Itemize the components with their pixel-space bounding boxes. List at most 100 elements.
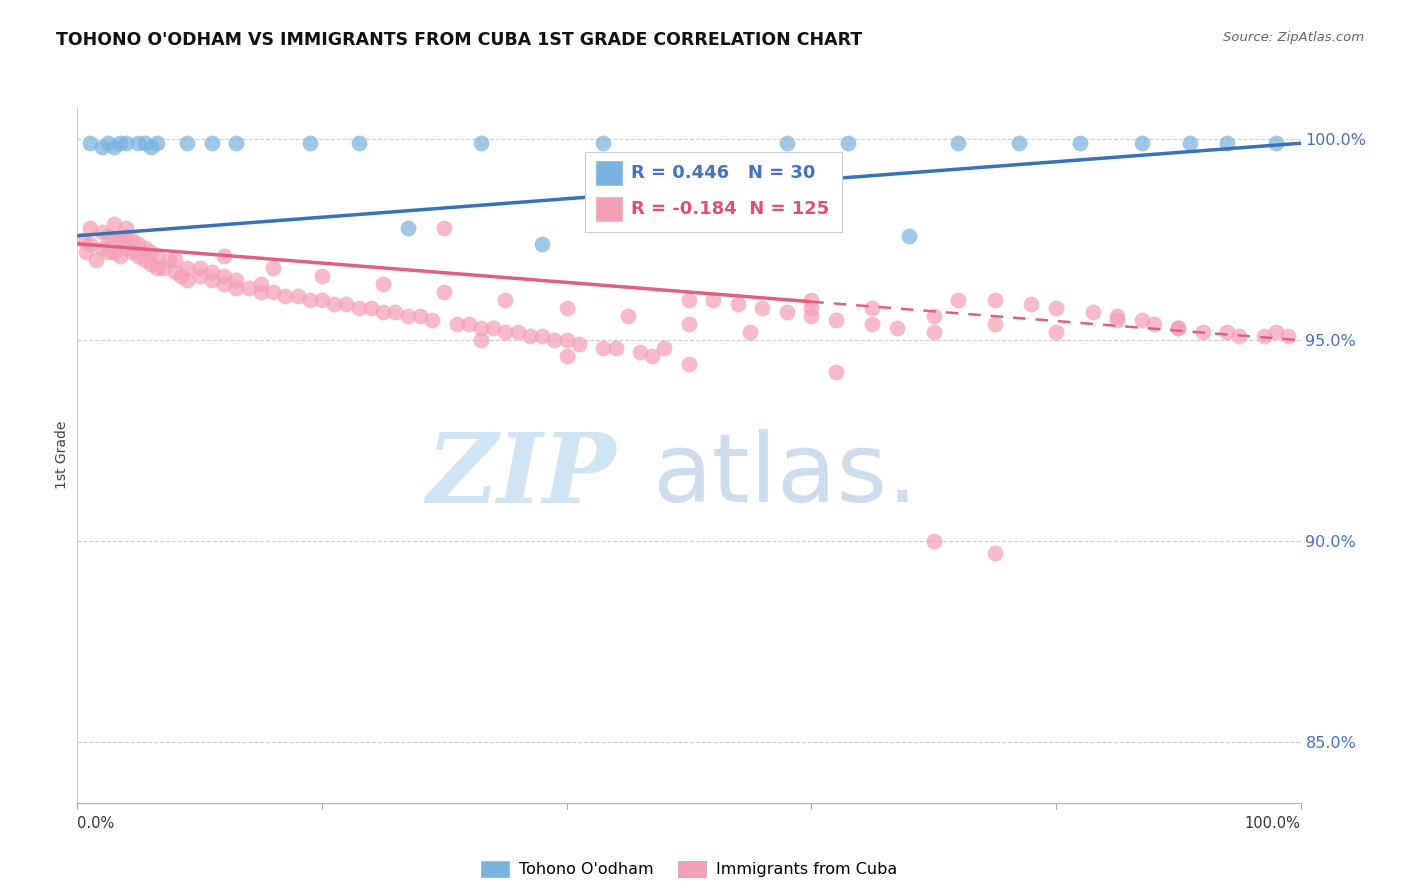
Point xyxy=(1008,136,1031,151)
Point xyxy=(115,136,138,151)
Point xyxy=(702,293,724,307)
Point xyxy=(862,317,884,331)
Point xyxy=(898,228,921,243)
Point xyxy=(1167,321,1189,335)
Point xyxy=(1265,325,1288,339)
Point xyxy=(800,309,823,323)
Point xyxy=(121,233,143,247)
Point xyxy=(79,136,101,151)
Point xyxy=(470,321,492,335)
Point xyxy=(1167,321,1189,335)
Point xyxy=(108,249,131,263)
Point xyxy=(506,325,529,339)
Point xyxy=(678,358,700,372)
Point xyxy=(90,225,112,239)
Point xyxy=(250,285,273,299)
Text: 100.0%: 100.0% xyxy=(1244,816,1301,831)
Point xyxy=(323,297,346,311)
Point xyxy=(678,317,700,331)
Point xyxy=(103,217,125,231)
Point xyxy=(146,260,169,275)
Point xyxy=(862,301,884,315)
Point xyxy=(79,236,101,251)
Text: atlas.: atlas. xyxy=(652,429,918,523)
Point xyxy=(176,136,198,151)
Point xyxy=(1216,136,1239,151)
Point xyxy=(984,317,1007,331)
Point xyxy=(201,265,224,279)
Text: TOHONO O'ODHAM VS IMMIGRANTS FROM CUBA 1ST GRADE CORRELATION CHART: TOHONO O'ODHAM VS IMMIGRANTS FROM CUBA 1… xyxy=(56,31,862,49)
Point xyxy=(396,220,419,235)
Point xyxy=(1130,136,1153,151)
Point xyxy=(188,260,211,275)
Point xyxy=(800,301,823,315)
Legend: Tohono O'odham, Immigrants from Cuba: Tohono O'odham, Immigrants from Cuba xyxy=(472,853,905,885)
Point xyxy=(238,281,260,295)
Point xyxy=(1265,136,1288,151)
Point xyxy=(984,546,1007,560)
Point xyxy=(134,136,156,151)
Point xyxy=(1143,317,1166,331)
Point xyxy=(592,342,614,356)
Point xyxy=(250,277,273,291)
Point xyxy=(886,321,908,335)
Point xyxy=(103,233,125,247)
Point xyxy=(298,293,321,307)
Point xyxy=(225,136,247,151)
Point xyxy=(165,252,187,267)
Point xyxy=(188,268,211,283)
Text: R = -0.184  N = 125: R = -0.184 N = 125 xyxy=(631,200,830,218)
Point xyxy=(543,334,565,348)
Text: ZIP: ZIP xyxy=(426,429,616,523)
Point xyxy=(103,244,125,259)
Point xyxy=(605,342,627,356)
Point xyxy=(592,136,614,151)
Point xyxy=(555,301,578,315)
Point xyxy=(127,236,149,251)
Point xyxy=(347,301,370,315)
Point xyxy=(311,268,333,283)
Point xyxy=(800,293,823,307)
Point xyxy=(470,136,492,151)
Point xyxy=(225,273,247,287)
Point xyxy=(751,301,773,315)
Point xyxy=(75,244,97,259)
Point xyxy=(433,220,456,235)
Point xyxy=(127,136,149,151)
Point xyxy=(335,297,357,311)
Point xyxy=(1216,325,1239,339)
Point xyxy=(1045,325,1067,339)
Point xyxy=(824,313,846,327)
Point xyxy=(384,305,406,319)
Point xyxy=(212,249,235,263)
Point xyxy=(298,136,321,151)
Point xyxy=(641,350,664,364)
Point xyxy=(103,140,125,154)
Point xyxy=(495,293,517,307)
Point xyxy=(1229,329,1251,343)
Point xyxy=(922,325,945,339)
Point xyxy=(121,244,143,259)
Point xyxy=(396,309,419,323)
Point xyxy=(146,136,169,151)
Point xyxy=(446,317,468,331)
Point xyxy=(568,337,591,351)
Point xyxy=(409,309,432,323)
Point xyxy=(274,289,297,303)
Point xyxy=(922,309,945,323)
Y-axis label: 1st Grade: 1st Grade xyxy=(55,421,69,489)
Point xyxy=(371,305,394,319)
Point xyxy=(555,334,578,348)
Point xyxy=(311,293,333,307)
Point xyxy=(347,136,370,151)
Point xyxy=(1107,309,1129,323)
Point xyxy=(1253,329,1275,343)
Point xyxy=(457,317,479,331)
Point xyxy=(212,277,235,291)
Point xyxy=(108,233,131,247)
Text: 0.0%: 0.0% xyxy=(77,816,114,831)
Point xyxy=(371,277,394,291)
Point xyxy=(152,260,174,275)
Point xyxy=(1130,313,1153,327)
Point xyxy=(678,293,700,307)
